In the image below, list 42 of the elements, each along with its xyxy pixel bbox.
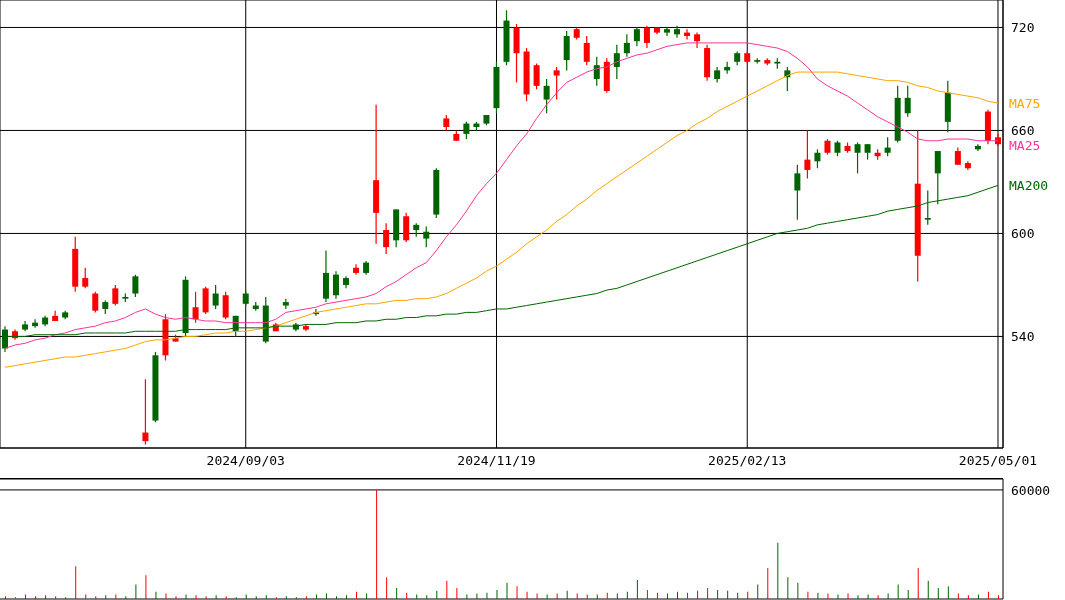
x-tick-label: 2024/11/19 — [457, 453, 536, 469]
candlestick — [674, 25, 681, 39]
candlestick — [854, 141, 861, 174]
x-tick-label: 2025/05/01 — [958, 453, 1038, 469]
candlestick — [613, 44, 620, 80]
candlestick — [112, 284, 119, 307]
candlestick — [142, 378, 149, 446]
series-label: MA75 — [1009, 95, 1041, 111]
candlestick — [804, 129, 811, 180]
candlestick — [633, 26, 640, 47]
candlestick — [643, 25, 650, 49]
x-tick-label: 2024/09/03 — [206, 453, 285, 469]
candlestick — [132, 274, 139, 298]
candlestick — [212, 284, 219, 310]
y-tick-label: 60000 — [1011, 482, 1051, 498]
candlestick — [222, 291, 229, 320]
candlestick — [533, 62, 540, 90]
candlestick — [332, 270, 339, 300]
candlestick — [423, 225, 430, 248]
x-tick-label: 2025/02/13 — [708, 453, 787, 469]
candlestick — [383, 222, 390, 255]
candlestick — [904, 85, 911, 118]
candlestick — [794, 164, 801, 221]
candlestick — [663, 26, 670, 37]
candlestick — [192, 291, 199, 324]
candlestick — [92, 291, 99, 313]
candlestick — [814, 148, 821, 169]
candlestick — [353, 263, 360, 276]
series-label: MA25 — [1009, 138, 1041, 154]
y-tick-label: 720 — [1011, 20, 1035, 36]
candlestick — [924, 189, 931, 226]
y-tick-label: 660 — [1011, 123, 1035, 139]
candlestick — [593, 56, 600, 87]
y-tick-label: 600 — [1011, 226, 1035, 242]
y-tick-label: 540 — [1011, 329, 1035, 345]
candlestick — [553, 66, 560, 101]
candlestick — [543, 78, 550, 114]
candlestick — [82, 267, 89, 289]
series-label: MA200 — [1009, 178, 1049, 194]
candlestick — [623, 33, 630, 58]
candlestick — [884, 136, 891, 157]
candlestick — [583, 35, 590, 66]
